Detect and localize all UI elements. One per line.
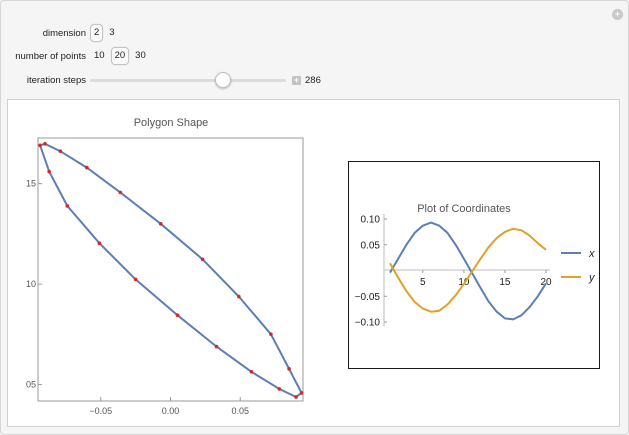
coordinates-y-tick-label: −0.10 xyxy=(355,318,381,329)
polygon-plot-x-ticks: −0.05 0.00 0.05 xyxy=(89,397,249,416)
polygon-vertex-point xyxy=(158,222,163,226)
coordinates-x-tick-label: 5 xyxy=(420,277,426,288)
iteration-steps-slider-track[interactable] xyxy=(90,79,286,82)
coordinates-y-ticks: 0.10 0.05 −0.05 −0.10 xyxy=(355,215,387,329)
polygon-vertex-point xyxy=(237,294,241,299)
dimension-selector: 2 3 xyxy=(90,24,121,42)
polygon-vertex-point xyxy=(58,149,63,153)
iteration-steps-slider-thumb[interactable] xyxy=(215,72,232,88)
polygon-vertex-point xyxy=(65,204,70,208)
polygon-plot-title: Polygon Shape xyxy=(134,117,209,129)
iteration-steps-value: 286 xyxy=(305,75,321,86)
polygon-plot-y-ticks: 15 10 05 xyxy=(26,179,42,390)
polygon-y-tick-label: 05 xyxy=(26,380,36,390)
points-option-10[interactable]: 10 xyxy=(94,50,105,61)
number-of-points-selector: 10 20 30 xyxy=(90,47,152,65)
points-option-20[interactable]: 20 xyxy=(110,47,130,65)
polygon-vertex-point xyxy=(118,190,123,195)
dimension-option-3[interactable]: 3 xyxy=(109,27,115,38)
coordinates-legend: x y xyxy=(561,248,596,284)
coordinates-x-tick-label: 15 xyxy=(499,277,511,288)
iteration-steps-label: iteration steps xyxy=(26,75,86,86)
polygon-vertex-point xyxy=(249,369,254,374)
series-x-line xyxy=(389,221,547,321)
polygon-vertex-point xyxy=(38,143,42,148)
plus-icon[interactable]: + xyxy=(292,75,301,85)
legend-y-label: y xyxy=(588,272,596,284)
polygon-vertex-point xyxy=(277,387,282,391)
coordinates-y-tick-label: 0.10 xyxy=(361,215,381,226)
dimension-option-2[interactable]: 2 xyxy=(90,24,104,42)
coordinates-x-ticks: 5 10 15 20 xyxy=(420,270,552,288)
polygon-vertex-point xyxy=(269,332,273,336)
polygon-vertex-point xyxy=(43,142,47,146)
polygon-x-tick-label: 0.00 xyxy=(162,406,180,416)
polygon-x-tick-label: 0.05 xyxy=(231,406,249,416)
legend-x-label: x xyxy=(588,248,595,260)
polygon-vertices xyxy=(38,142,304,399)
polygon-vertex-point xyxy=(294,395,298,399)
coordinates-plot-title: Plot of Coordinates xyxy=(417,203,511,215)
coordinates-y-tick-label: −0.05 xyxy=(355,292,381,303)
polygon-vertex-point xyxy=(214,344,219,349)
polygon-vertex-point xyxy=(287,367,291,371)
reset-icon[interactable]: + xyxy=(612,9,623,20)
polygon-x-tick-label: −0.05 xyxy=(89,406,112,416)
points-option-30[interactable]: 30 xyxy=(135,50,146,61)
polygon-vertex-point xyxy=(47,169,51,174)
polygon-vertex-point xyxy=(133,277,138,282)
coordinates-x-tick-label: 20 xyxy=(540,277,552,288)
polygon-vertex-point xyxy=(299,391,304,395)
polygon-vertex-point xyxy=(200,257,205,262)
polygon-y-tick-label: 15 xyxy=(26,179,36,189)
polygon-vertex-point xyxy=(85,165,89,170)
dimension-label: dimension xyxy=(42,28,86,39)
coordinates-y-tick-label: 0.05 xyxy=(361,240,381,251)
polygon-y-tick-label: 10 xyxy=(26,279,36,289)
polygon-vertex-point xyxy=(175,313,180,317)
series-y-line xyxy=(389,227,547,313)
number-of-points-label: number of points xyxy=(15,51,86,62)
polygon-vertex-point xyxy=(97,241,102,245)
